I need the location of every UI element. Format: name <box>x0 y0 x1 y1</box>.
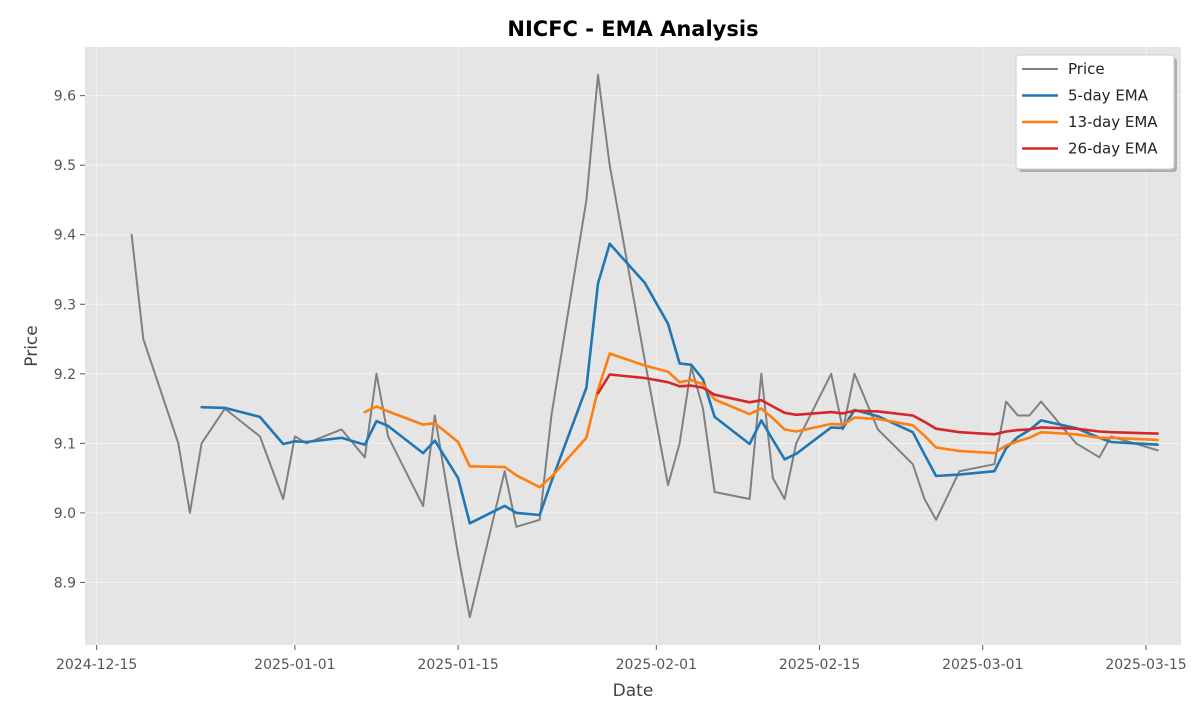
x-tick-label: 2025-01-01 <box>254 657 335 673</box>
x-tick-label: 2025-03-01 <box>942 657 1023 673</box>
legend-label: 26-day EMA <box>1068 140 1158 158</box>
legend: Price 5-day EMA 13-day EMA 26-day EMA <box>1015 54 1177 172</box>
x-tick-label: 2025-02-15 <box>779 657 860 673</box>
plot-area <box>85 47 1181 645</box>
y-axis: 8.9 9.0 9.1 9.2 9.3 9.4 9.5 9.6 <box>54 89 85 591</box>
chart-title: NICFC - EMA Analysis <box>507 17 758 41</box>
x-axis-label: Date <box>613 681 654 701</box>
y-tick-label: 9.5 <box>54 158 76 174</box>
x-tick-label: 2025-02-01 <box>616 657 697 673</box>
x-tick-label: 2025-01-15 <box>417 657 498 673</box>
legend-label: 5-day EMA <box>1068 87 1149 105</box>
legend-box <box>1015 54 1175 170</box>
x-axis: 2024-12-15 2025-01-01 2025-01-15 2025-02-01… <box>56 645 1187 673</box>
series-line-13-day-ema <box>363 352 1159 489</box>
y-tick-label: 9.6 <box>54 89 76 105</box>
series-line-5-day-ema <box>200 242 1159 525</box>
y-tick-label: 8.9 <box>54 575 76 591</box>
y-axis-label: Price <box>22 325 42 366</box>
y-tick-label: 9.1 <box>54 436 76 452</box>
series-lines <box>130 73 1159 619</box>
x-tick-label: 2025-03-15 <box>1105 657 1186 673</box>
y-tick-label: 9.2 <box>54 367 76 383</box>
x-tick-label: 2024-12-15 <box>56 657 137 673</box>
legend-label: Price <box>1068 60 1105 78</box>
y-tick-label: 9.0 <box>54 506 76 522</box>
y-tick-label: 9.3 <box>54 297 76 313</box>
legend-label: 13-day EMA <box>1068 113 1158 131</box>
series-line-26-day-ema <box>596 373 1159 436</box>
y-tick-label: 9.4 <box>54 228 76 244</box>
